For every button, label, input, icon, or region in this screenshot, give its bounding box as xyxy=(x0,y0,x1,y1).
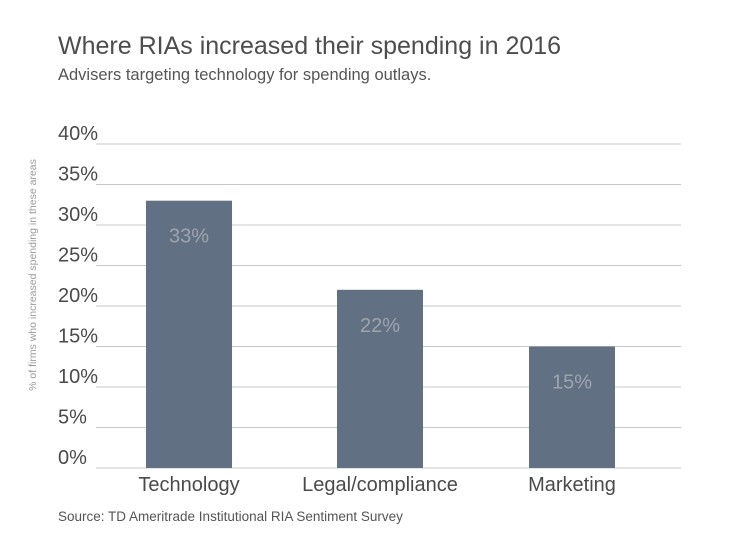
x-tick-label-0: Technology xyxy=(138,474,239,496)
chart-title: Where RIAs increased their spending in 2… xyxy=(58,32,562,60)
y-tick-label-35: 35% xyxy=(58,164,98,186)
x-axis-ticks: Technology Legal/compliance Marketing xyxy=(138,474,616,496)
y-tick-label-5: 5% xyxy=(58,407,87,429)
y-tick-label-0: 0% xyxy=(58,447,87,469)
bar-legal-compliance xyxy=(337,289,423,468)
y-tick-label-10: 10% xyxy=(58,366,98,388)
data-labels: 33% 22% 15% xyxy=(169,226,592,394)
bar-marketing xyxy=(529,346,615,468)
x-tick-label-2: Marketing xyxy=(528,474,616,496)
y-tick-label-15: 15% xyxy=(58,326,98,348)
data-label-0: 33% xyxy=(169,226,209,248)
source-note: Source: TD Ameritrade Institutional RIA … xyxy=(58,509,403,524)
data-label-1: 22% xyxy=(360,315,400,337)
y-tick-label-25: 25% xyxy=(58,245,98,267)
y-axis-ticks: 0% 5% 10% 15% 20% 25% 30% 35% 40% xyxy=(58,123,98,469)
y-tick-label-20: 20% xyxy=(58,285,98,307)
x-tick-label-1: Legal/compliance xyxy=(302,474,458,496)
data-label-2: 15% xyxy=(552,372,592,394)
chart-subtitle: Advisers targeting technology for spendi… xyxy=(58,66,432,84)
y-tick-label-40: 40% xyxy=(58,123,98,145)
bars xyxy=(146,200,615,468)
y-tick-label-30: 30% xyxy=(58,204,98,226)
bar-technology xyxy=(146,200,232,468)
